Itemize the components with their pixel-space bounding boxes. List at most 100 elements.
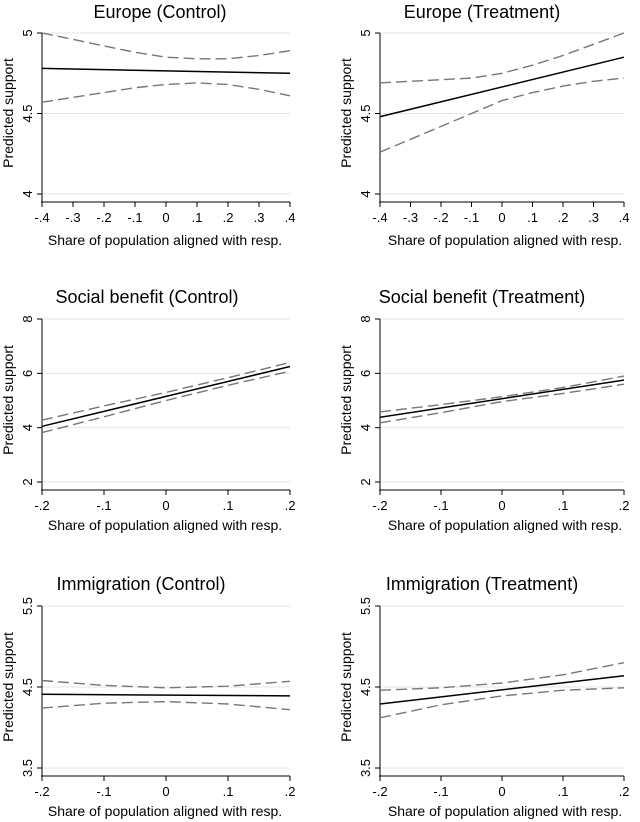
chart-panel: 4 4.5 5 -.4 -.3 -.2 -.1 0 .1 .2 .3 .4 Europe (Contro… bbox=[0, 2, 295, 248]
y-axis-label: Predicted support bbox=[338, 632, 354, 742]
x-tick-label: .3 bbox=[254, 210, 265, 225]
x-tick-label: 0 bbox=[498, 210, 505, 225]
series-lower-ci-line bbox=[41, 82, 291, 103]
y-axis-label: Predicted support bbox=[0, 58, 16, 168]
chart-title: Social benefit (Control) bbox=[55, 287, 238, 307]
y-tick-label: 5.5 bbox=[358, 597, 373, 615]
x-tick-label: .2 bbox=[619, 784, 630, 799]
series-lower-ci-line bbox=[41, 700, 291, 711]
x-tick-label: .2 bbox=[558, 210, 569, 225]
series-upper-ci-line bbox=[379, 662, 625, 691]
chart-title: Social benefit (Treatment) bbox=[379, 287, 585, 307]
series-estimate-line bbox=[41, 693, 291, 697]
x-tick-label: 0 bbox=[498, 498, 505, 513]
y-tick-label: 3.5 bbox=[20, 759, 35, 777]
chart-panel: 2 4 6 8 -.2 -.1 0 .1 .2 Social benefit (Control) S… bbox=[0, 287, 295, 533]
y-tick-label: 4.5 bbox=[20, 104, 35, 122]
x-axis-label: Share of population aligned with resp. bbox=[48, 232, 282, 248]
x-tick-label: -.2 bbox=[433, 210, 448, 225]
y-tick-label: 8 bbox=[358, 315, 373, 322]
x-tick-label: -.1 bbox=[464, 210, 479, 225]
x-tick-label: .1 bbox=[558, 498, 569, 513]
series-upper-ci-line bbox=[41, 679, 291, 689]
chart-title: Europe (Control) bbox=[93, 2, 226, 22]
series-lower-ci-line bbox=[379, 77, 625, 153]
x-axis-label: Share of population aligned with resp. bbox=[48, 803, 282, 819]
y-tick-label: 2 bbox=[358, 478, 373, 485]
y-tick-label: 4.5 bbox=[20, 678, 35, 696]
series-estimate-line bbox=[41, 67, 291, 75]
chart-title: Europe (Treatment) bbox=[404, 2, 560, 22]
x-tick-label: .2 bbox=[285, 784, 296, 799]
x-tick-label: 0 bbox=[162, 498, 169, 513]
x-tick-label: -.3 bbox=[65, 210, 80, 225]
x-tick-label: 0 bbox=[162, 784, 169, 799]
y-axis-label: Predicted support bbox=[338, 345, 354, 455]
x-tick-label: .2 bbox=[619, 498, 630, 513]
x-tick-label: .4 bbox=[619, 210, 630, 225]
x-tick-label: -.3 bbox=[403, 210, 418, 225]
x-tick-label: .4 bbox=[285, 210, 296, 225]
y-tick-label: 5 bbox=[20, 29, 35, 36]
series-upper-ci-line bbox=[379, 32, 625, 84]
chart-panel: 3.5 4.5 5.5 -.2 -.1 0 .1 .2 Immigration (Control… bbox=[0, 574, 295, 819]
series-lower-ci-line bbox=[379, 687, 625, 719]
series-estimate-line bbox=[41, 365, 291, 428]
chart-title: Immigration (Treatment) bbox=[386, 574, 578, 594]
x-tick-label: -.1 bbox=[433, 498, 448, 513]
series-upper-ci-line bbox=[41, 361, 291, 421]
y-tick-label: 4 bbox=[20, 424, 35, 431]
series-lower-ci-line bbox=[379, 383, 625, 424]
chart-panel: 2 4 6 8 -.2 -.1 0 .1 .2 Social benefit (Treatment… bbox=[338, 287, 629, 533]
y-tick-label: 2 bbox=[20, 478, 35, 485]
x-axis-label: Share of population aligned with resp. bbox=[388, 232, 622, 248]
y-tick-label: 4 bbox=[20, 190, 35, 197]
x-tick-label: -.4 bbox=[372, 210, 387, 225]
chart-title: Immigration (Control) bbox=[56, 574, 225, 594]
y-tick-label: 3.5 bbox=[358, 759, 373, 777]
x-tick-label: 0 bbox=[498, 784, 505, 799]
x-tick-label: .1 bbox=[558, 784, 569, 799]
x-axis-label: Share of population aligned with resp. bbox=[48, 517, 282, 533]
y-tick-label: 4 bbox=[358, 190, 373, 197]
y-tick-label: 5.5 bbox=[20, 597, 35, 615]
series-estimate-line bbox=[379, 674, 625, 705]
x-tick-label: -.1 bbox=[96, 498, 111, 513]
y-tick-label: 6 bbox=[20, 370, 35, 377]
y-tick-label: 6 bbox=[358, 370, 373, 377]
series-estimate-line bbox=[379, 56, 625, 118]
x-axis-label: Share of population aligned with resp. bbox=[388, 803, 622, 819]
y-tick-label: 8 bbox=[20, 315, 35, 322]
x-axis-label: Share of population aligned with resp. bbox=[388, 517, 622, 533]
y-tick-label: 4 bbox=[358, 424, 373, 431]
x-tick-label: .1 bbox=[223, 498, 234, 513]
x-tick-label: .2 bbox=[285, 498, 296, 513]
x-tick-label: -.1 bbox=[127, 210, 142, 225]
chart-panel: 4 4.5 5 -.4 -.3 -.2 -.1 0 .1 .2 .3 .4 Europe (Treatm… bbox=[338, 2, 629, 248]
series-upper-ci-line bbox=[41, 32, 291, 60]
x-tick-label: .1 bbox=[223, 784, 234, 799]
x-tick-label: 0 bbox=[162, 210, 169, 225]
x-tick-label: -.2 bbox=[34, 784, 49, 799]
x-tick-label: .2 bbox=[223, 210, 234, 225]
x-tick-label: -.1 bbox=[96, 784, 111, 799]
y-tick-label: 5 bbox=[358, 29, 373, 36]
x-tick-label: .1 bbox=[527, 210, 538, 225]
y-tick-label: 4.5 bbox=[358, 104, 373, 122]
x-tick-label: -.2 bbox=[372, 784, 387, 799]
x-tick-label: -.2 bbox=[372, 498, 387, 513]
x-tick-label: -.4 bbox=[34, 210, 49, 225]
series-upper-ci-line bbox=[379, 375, 625, 413]
y-tick-label: 4.5 bbox=[358, 678, 373, 696]
series-lower-ci-line bbox=[41, 370, 291, 434]
x-tick-label: .3 bbox=[588, 210, 599, 225]
x-tick-label: -.2 bbox=[96, 210, 111, 225]
y-axis-label: Predicted support bbox=[338, 58, 354, 168]
chart-panel: 3.5 4.5 5.5 -.2 -.1 0 .1 .2 Immigration (Treatme… bbox=[338, 574, 629, 819]
x-tick-label: -.2 bbox=[34, 498, 49, 513]
y-axis-label: Predicted support bbox=[0, 632, 16, 742]
y-axis-label: Predicted support bbox=[0, 345, 16, 455]
x-tick-label: -.1 bbox=[433, 784, 448, 799]
x-tick-label: .1 bbox=[192, 210, 203, 225]
